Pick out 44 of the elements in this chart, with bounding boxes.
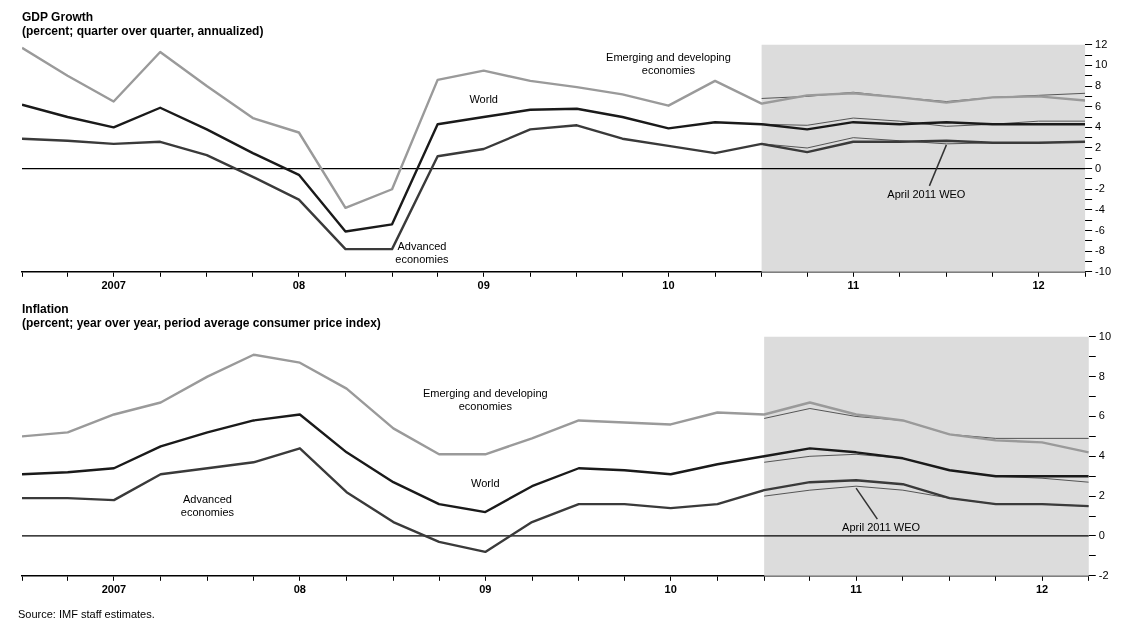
x-tick-label: 11 bbox=[850, 583, 862, 596]
series-label: Advanced economies bbox=[180, 492, 235, 518]
series-label: Emerging and developing economies bbox=[606, 50, 731, 76]
x-tick-label: 08 bbox=[292, 279, 306, 292]
y-tick-label: -2 bbox=[1098, 568, 1109, 581]
y-tick-label: 10 bbox=[1098, 329, 1112, 342]
x-tick-label: 10 bbox=[664, 583, 677, 596]
x-tick-label: 11 bbox=[847, 279, 860, 292]
x-tick-label: 12 bbox=[1035, 583, 1049, 596]
y-tick-label: 0 bbox=[1095, 161, 1102, 174]
x-tick-label: 10 bbox=[662, 279, 675, 292]
y-tick-label: 6 bbox=[1095, 99, 1102, 112]
y-tick-label: 10 bbox=[1095, 58, 1108, 71]
y-tick-label: 8 bbox=[1095, 79, 1102, 92]
chart-title: Inflation bbox=[22, 301, 69, 316]
chart-title: GDP Growth bbox=[22, 9, 94, 24]
chart-subtitle: (percent; quarter over quarter, annualized) bbox=[22, 23, 264, 38]
x-tick-label: 2007 bbox=[101, 279, 126, 292]
y-tick-label: -6 bbox=[1095, 223, 1105, 236]
y-tick-label: -2 bbox=[1095, 182, 1105, 195]
series-label: World bbox=[471, 477, 500, 490]
annotation: April 2011 WEO bbox=[887, 187, 966, 200]
series-label: World bbox=[469, 92, 498, 105]
chart-subtitle: (percent; year over year, period average consumer price index) bbox=[22, 315, 381, 330]
y-tick-label: 2 bbox=[1095, 141, 1102, 154]
y-tick-label: 4 bbox=[1098, 449, 1105, 462]
x-tick-label: 2007 bbox=[101, 583, 127, 596]
x-tick-label: 09 bbox=[477, 279, 490, 292]
series-label: Emerging and developing economies bbox=[422, 387, 548, 413]
source-note: Source: IMF staff estimates. bbox=[18, 608, 156, 620]
y-tick-label: 6 bbox=[1098, 409, 1105, 422]
y-tick-label: -4 bbox=[1095, 202, 1105, 215]
y-tick-label: 4 bbox=[1095, 120, 1102, 133]
y-tick-label: 12 bbox=[1095, 37, 1108, 50]
annotation: April 2011 WEO bbox=[842, 521, 921, 534]
x-tick-label: 08 bbox=[293, 583, 306, 596]
y-tick-label: -10 bbox=[1095, 264, 1112, 277]
series-label: Advanced economies bbox=[395, 239, 450, 265]
y-tick-label: 8 bbox=[1098, 369, 1105, 382]
y-tick-label: 0 bbox=[1098, 529, 1105, 541]
x-tick-label: 12 bbox=[1032, 279, 1045, 292]
y-tick-label: -8 bbox=[1095, 244, 1105, 257]
x-tick-label: 09 bbox=[479, 583, 492, 596]
y-tick-label: 2 bbox=[1098, 489, 1105, 502]
